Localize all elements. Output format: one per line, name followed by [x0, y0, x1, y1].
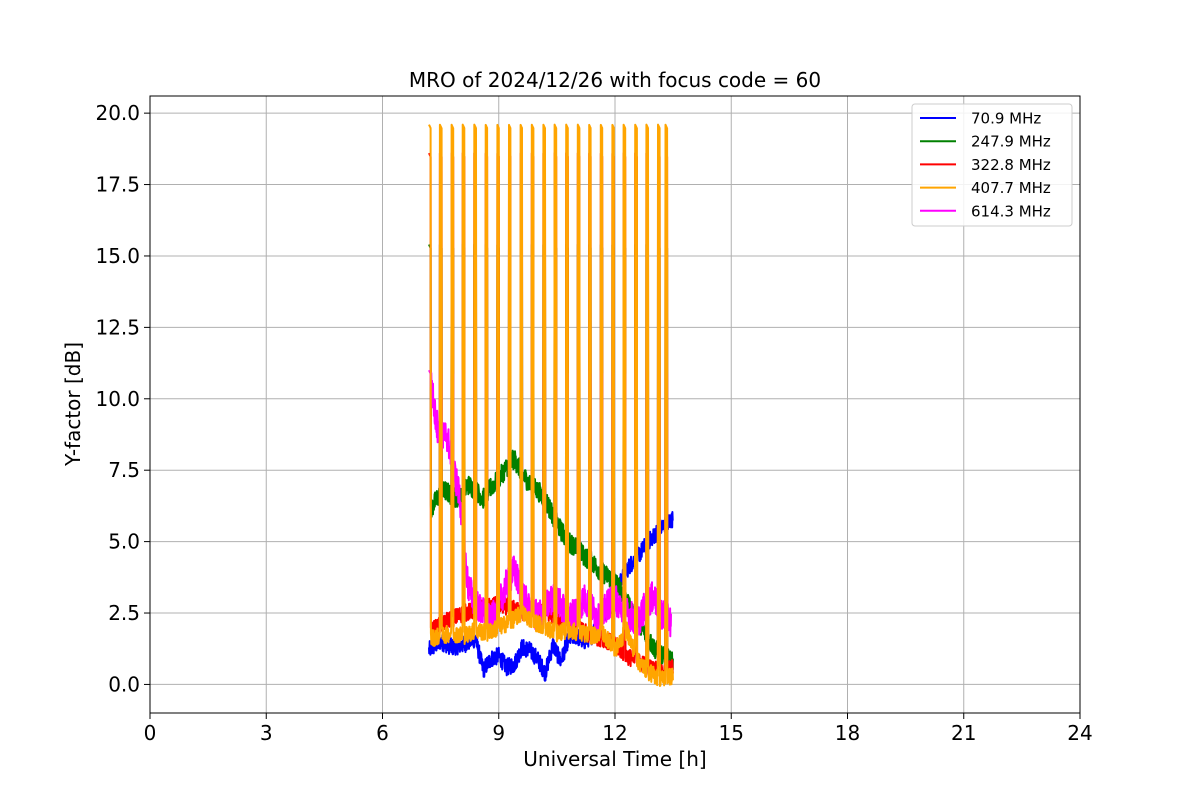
legend: 70.9 MHz 247.9 MHz 322.8 MHz 407.7 MHz 614.3…	[911, 103, 1073, 227]
series-line	[428, 123, 674, 687]
legend-entry: 614.3 MHz	[971, 202, 1051, 220]
y-tick-label: 5.0	[108, 530, 140, 554]
x-tick-label: 9	[492, 721, 505, 745]
legend-entry: 247.9 MHz	[971, 133, 1051, 151]
y-axis-label: Y-factor [dB]	[61, 342, 85, 467]
legend-entry: 407.7 MHz	[971, 179, 1051, 197]
x-tick-label: 12	[602, 721, 627, 745]
x-tick-label: 18	[835, 721, 860, 745]
series-line	[428, 369, 672, 638]
legend-frame	[911, 103, 1073, 227]
chart-title: MRO of 2024/12/26 with focus code = 60	[409, 68, 821, 92]
y-tick-label: 7.5	[108, 458, 140, 482]
y-tick-label: 0.0	[108, 672, 140, 696]
y-tick-label: 15.0	[95, 244, 140, 268]
y-tick-label: 12.5	[95, 315, 140, 339]
x-tick-label: 0	[144, 721, 157, 745]
legend-entry: 70.9 MHz	[971, 110, 1041, 128]
x-tick-label: 15	[719, 721, 744, 745]
x-tick-label: 21	[951, 721, 976, 745]
x-axis-label: Universal Time [h]	[523, 747, 706, 771]
x-tick-label: 24	[1067, 721, 1092, 745]
x-tick-label: 3	[260, 721, 273, 745]
y-tick-label: 17.5	[95, 173, 140, 197]
axis-ticks: 0 3 6 9 12 15 18 21 24 0.0 2.5 5.0 7.5 10.0 12.5 15.0 17…	[95, 101, 1092, 745]
y-tick-label: 20.0	[95, 101, 140, 125]
y-tick-label: 2.5	[108, 601, 140, 625]
x-tick-label: 6	[376, 721, 389, 745]
plot-series	[428, 123, 674, 687]
y-tick-label: 10.0	[95, 387, 140, 411]
legend-entry: 322.8 MHz	[971, 156, 1051, 174]
